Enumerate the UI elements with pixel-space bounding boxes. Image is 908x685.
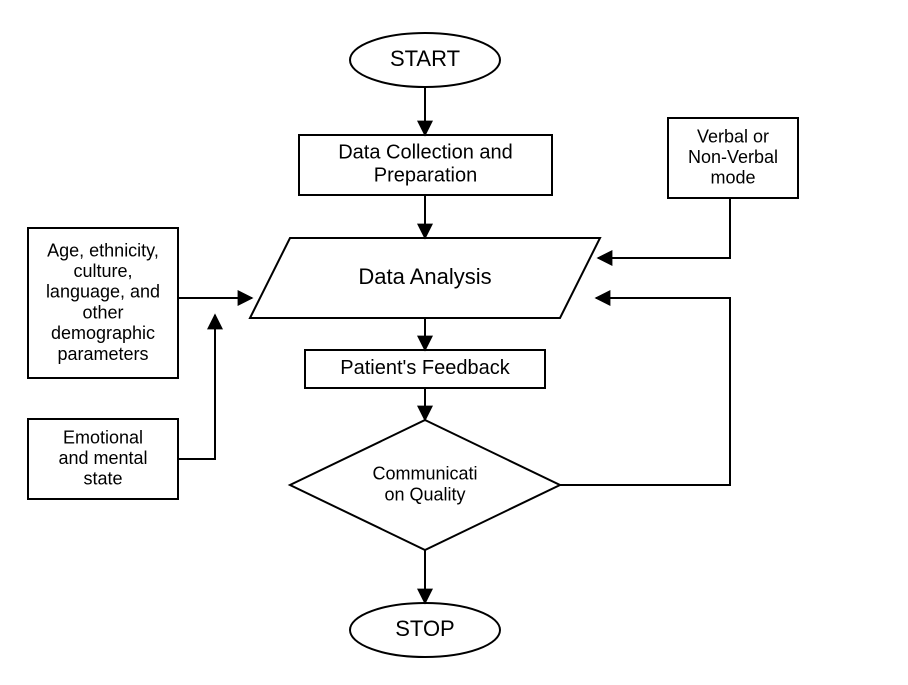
- node-start-label: START: [390, 46, 460, 71]
- node-stop: STOP: [350, 603, 500, 657]
- node-stop-label: STOP: [395, 616, 455, 641]
- node-analysis: Data Analysis: [250, 238, 600, 318]
- node-demo: Age, ethnicity,culture,language, andothe…: [28, 228, 178, 378]
- node-verbal: Verbal orNon-Verbalmode: [668, 118, 798, 198]
- edge-verbal-to-analysis: [598, 198, 730, 258]
- edge-quality-loop-back: [560, 298, 730, 485]
- edge-emo-to-demo-path: [178, 315, 215, 459]
- node-quality-label: Communication Quality: [372, 463, 477, 504]
- node-collect: Data Collection andPreparation: [299, 135, 552, 195]
- node-feedback: Patient's Feedback: [305, 350, 545, 388]
- node-feedback-label: Patient's Feedback: [340, 357, 510, 379]
- node-quality: Communication Quality: [290, 420, 560, 550]
- node-start: START: [350, 33, 500, 87]
- node-analysis-label: Data Analysis: [358, 264, 491, 289]
- flowchart-canvas: START Data Collection andPreparation Verba…: [0, 0, 908, 685]
- node-emo: Emotionaland mentalstate: [28, 419, 178, 499]
